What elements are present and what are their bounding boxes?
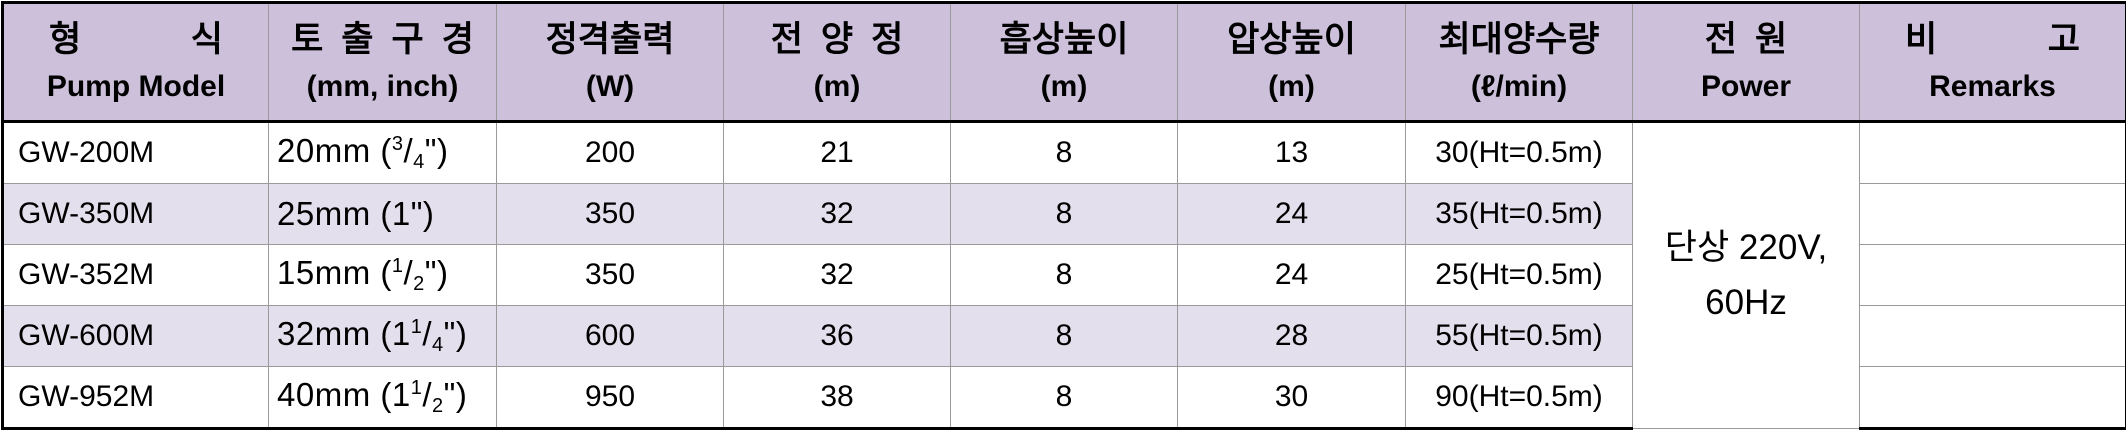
cell-head: 36 [724, 306, 951, 367]
cell-output: 350 [497, 245, 724, 306]
header-remarks-ko-right: 고 [2048, 20, 2080, 60]
header-remarks-en: Remarks [1860, 70, 2125, 105]
cell-remarks [1860, 245, 2126, 306]
cell-output: 600 [497, 306, 724, 367]
cell-suction: 8 [951, 306, 1178, 367]
header-suction: 흡상높이 (m) [951, 3, 1178, 122]
cell-outlet-size: 20mm (3/4") [269, 122, 497, 184]
header-head: 전양정 (m) [724, 3, 951, 122]
size-fraction-slash: / [422, 315, 432, 352]
header-model-en: Pump Model [4, 70, 268, 105]
header-output: 정격출력 (W) [497, 3, 724, 122]
size-fraction-slash: / [422, 376, 432, 413]
header-outlet: 토출구경 (mm, inch) [269, 3, 497, 122]
header-pressure-ko: 압상높이 [1178, 20, 1405, 60]
cell-output: 350 [497, 184, 724, 245]
header-power: 전원 Power [1633, 3, 1860, 122]
header-output-en: (W) [497, 70, 723, 105]
cell-flow: 25(Ht=0.5m) [1406, 245, 1633, 306]
size-fraction-numerator: 1 [411, 377, 423, 399]
header-flow-en: (ℓ/min) [1406, 70, 1632, 105]
header-remarks: 비 고 Remarks [1860, 3, 2126, 122]
size-end: ") [444, 376, 468, 413]
cell-suction: 8 [951, 245, 1178, 306]
cell-pressure: 24 [1178, 245, 1406, 306]
header-remarks-ko-left: 비 [1905, 20, 1937, 60]
cell-head: 32 [724, 245, 951, 306]
header-output-ko: 정격출력 [497, 20, 723, 60]
header-power-ko: 전원 [1633, 20, 1859, 60]
size-fraction-numerator: 1 [411, 316, 423, 338]
cell-outlet-size: 40mm (11/2") [269, 367, 497, 429]
cell-head: 38 [724, 367, 951, 429]
cell-model: GW-350M [3, 184, 269, 245]
size-fraction-slash: / [403, 254, 413, 291]
cell-model: GW-200M [3, 122, 269, 184]
cell-suction: 8 [951, 122, 1178, 184]
size-end: ") [444, 315, 468, 352]
cell-power: 단상 220V,60Hz [1633, 122, 1860, 429]
size-fraction-slash: / [403, 132, 413, 169]
power-line-1: 단상 220V, [1633, 221, 1859, 275]
cell-model: GW-600M [3, 306, 269, 367]
power-line-2: 60Hz [1633, 276, 1859, 330]
header-head-en: (m) [724, 70, 950, 105]
size-text: 20mm ( [277, 132, 392, 169]
cell-model: GW-952M [3, 367, 269, 429]
header-head-ko: 전양정 [724, 20, 950, 60]
size-text: 25mm (1") [277, 195, 434, 232]
header-flow: 최대양수량 (ℓ/min) [1406, 3, 1633, 122]
size-fraction-denominator: 4 [432, 334, 444, 356]
cell-pressure: 30 [1178, 367, 1406, 429]
size-text: 40mm ( [277, 376, 392, 413]
cell-flow: 55(Ht=0.5m) [1406, 306, 1633, 367]
header-suction-ko: 흡상높이 [951, 20, 1177, 60]
size-text: 15mm ( [277, 254, 392, 291]
cell-head: 21 [724, 122, 951, 184]
cell-output: 950 [497, 367, 724, 429]
size-whole: 1 [392, 376, 411, 413]
cell-pressure: 28 [1178, 306, 1406, 367]
header-power-en: Power [1633, 70, 1859, 105]
cell-outlet-size: 25mm (1") [269, 184, 497, 245]
header-outlet-en: (mm, inch) [269, 70, 496, 105]
cell-model: GW-352M [3, 245, 269, 306]
cell-flow: 90(Ht=0.5m) [1406, 367, 1633, 429]
cell-remarks [1860, 367, 2126, 429]
cell-remarks [1860, 306, 2126, 367]
header-pressure-en: (m) [1178, 70, 1405, 105]
size-fraction-denominator: 2 [432, 395, 444, 417]
cell-outlet-size: 32mm (11/4") [269, 306, 497, 367]
cell-suction: 8 [951, 184, 1178, 245]
header-pressure: 압상높이 (m) [1178, 3, 1406, 122]
header-row: 형 식 Pump Model 토출구경 (mm, inch) 정격출력 (W) 전… [3, 3, 2126, 122]
cell-suction: 8 [951, 367, 1178, 429]
size-fraction-denominator: 4 [413, 151, 425, 173]
cell-remarks [1860, 184, 2126, 245]
header-model-ko-left: 형 [49, 20, 81, 60]
cell-flow: 30(Ht=0.5m) [1406, 122, 1633, 184]
size-end: ") [425, 254, 449, 291]
size-whole: 1 [392, 315, 411, 352]
size-fraction-denominator: 2 [413, 273, 425, 295]
size-end: ") [425, 132, 449, 169]
cell-output: 200 [497, 122, 724, 184]
header-model-ko-right: 식 [191, 20, 223, 60]
cell-flow: 35(Ht=0.5m) [1406, 184, 1633, 245]
cell-head: 32 [724, 184, 951, 245]
cell-outlet-size: 15mm (1/2") [269, 245, 497, 306]
cell-pressure: 13 [1178, 122, 1406, 184]
header-suction-en: (m) [951, 70, 1177, 105]
header-model: 형 식 Pump Model [3, 3, 269, 122]
header-flow-ko: 최대양수량 [1406, 20, 1632, 60]
cell-remarks [1860, 122, 2126, 184]
size-text: 32mm ( [277, 315, 392, 352]
size-fraction-numerator: 1 [392, 255, 404, 277]
cell-pressure: 24 [1178, 184, 1406, 245]
size-fraction-numerator: 3 [392, 133, 404, 155]
header-outlet-ko: 토출구경 [269, 20, 496, 60]
